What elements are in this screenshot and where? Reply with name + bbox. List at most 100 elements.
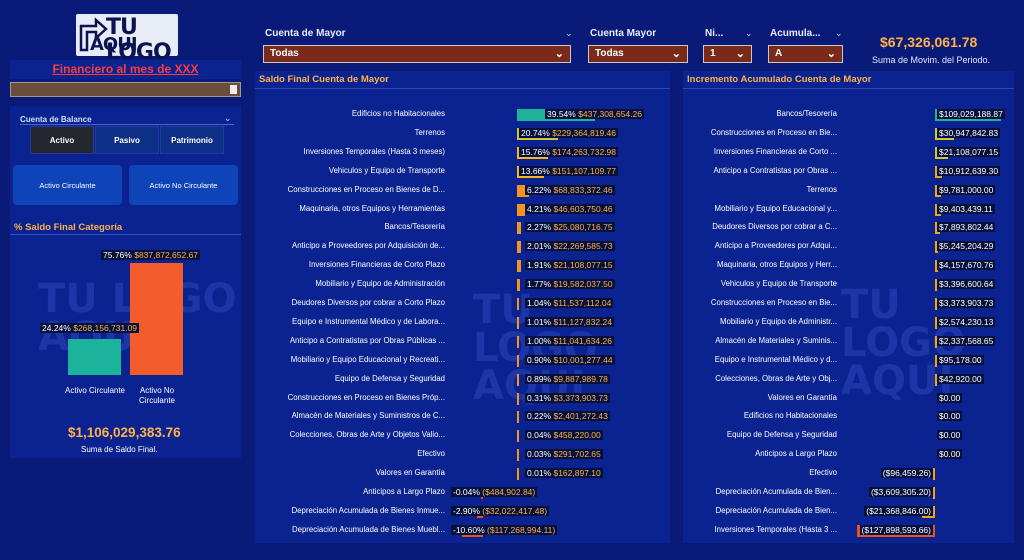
row-name: Anticipo a Proveedores por Adquisición d…: [292, 241, 445, 251]
row-name: Efectivo: [809, 468, 837, 478]
bar-amount: $437,308,654.26: [578, 109, 643, 119]
filter-select-value: Todas: [270, 48, 299, 59]
bar-amount: ($32,022,417.48): [482, 505, 548, 516]
tab-patrimonio[interactable]: Patrimonio: [160, 126, 224, 154]
bar-label: 0.22% $2,401,272.43: [525, 411, 610, 422]
filter-select-cuenta-de-mayor[interactable]: Todas ⌄: [263, 45, 571, 63]
bar-incremento: [935, 354, 937, 367]
bar-label: 20.74% $229,364,819.46: [519, 127, 619, 138]
bar-percent: 39.54%: [547, 109, 579, 119]
bar-label: 1.01% $11,127,832.24: [525, 316, 614, 327]
bar-saldo-final: [517, 260, 521, 273]
row-name: Colecciones, Obras de Arte y Objetos Val…: [289, 430, 445, 440]
bar-percent: 0.04%: [527, 430, 554, 441]
bar-label: -2.90% ($32,022,417.48): [451, 505, 550, 516]
bar-incremento: [935, 241, 939, 254]
row-name: Colecciones, Obras de Arte y Obj...: [715, 373, 837, 383]
divider: [20, 124, 234, 125]
bar-amount: $0.00: [937, 411, 963, 422]
bar-amount: $30,947,842.83: [937, 127, 1001, 138]
kpi-movimiento-label: Suma de Movim. del Periodo.: [872, 55, 991, 65]
chevron-down-icon: ⌄: [224, 113, 232, 123]
bar-saldo-final: [517, 468, 519, 481]
slider-handle[interactable]: [230, 85, 237, 94]
panel-title: Incremento Acumulado Cuenta de Mayor: [687, 74, 872, 85]
chevron-down-icon: ⌄: [745, 28, 753, 38]
bar-amount: $11,041,634.26: [553, 335, 612, 346]
bar-amount: $458,220.00: [553, 430, 601, 441]
bar-amount: $25,080,716.75: [553, 222, 613, 233]
bar-incremento: [935, 298, 938, 310]
bar-percent: 0.89%: [527, 373, 554, 384]
bar-amount: $10,001,277.44: [553, 354, 613, 365]
bar-amount: $151,107,109.77: [552, 165, 617, 176]
bar-amount: $2,337,568.65: [937, 335, 996, 346]
bar-percent: -2.90%: [453, 505, 483, 516]
bar-percent: 1.01%: [527, 316, 554, 327]
filter-select-acumulado[interactable]: A ⌄: [768, 45, 843, 63]
bar-percent: 13.66%: [521, 165, 553, 176]
bar-saldo-final: [517, 279, 521, 292]
bar-percent: 2.01%: [527, 241, 554, 252]
row-name: Bancos/Tesorería: [776, 109, 837, 118]
total-saldo-final-label: Suma de Saldo Final.: [81, 445, 158, 454]
activo-no-circulante-button[interactable]: Activo No Circulante: [129, 165, 238, 205]
bar-label: 6.22% $68,833,372.46: [525, 184, 615, 195]
divider: [10, 234, 241, 235]
bar-label: 0.04% $458,220.00: [525, 430, 603, 441]
row-name: Construcciones en Proceso en Bie...: [710, 127, 837, 137]
row-name: Deudores Diversos por cobrar a C...: [712, 222, 837, 232]
chevron-down-icon: ⌄: [565, 28, 573, 38]
bar-percent: 6.22%: [527, 184, 554, 195]
chevron-down-icon: ⌄: [671, 48, 681, 60]
tab-pasivo[interactable]: Pasivo: [95, 126, 159, 154]
bar-amount: $46,603,750.46: [553, 203, 613, 214]
row-name: Maquinaria, otros Equipos y Herr...: [716, 260, 837, 270]
total-saldo-final: $1,106,029,383.76: [68, 425, 181, 440]
bar-percent: 4.21%: [527, 203, 554, 214]
bar-label: 2.27% $25,080,716.75: [525, 222, 615, 233]
bar-amount: $11,127,832.24: [553, 316, 612, 327]
bar-saldo-final: [517, 335, 519, 348]
date-slider[interactable]: [10, 82, 241, 97]
bar-percent: 0.03%: [527, 449, 554, 460]
bar-amount: ($117,268,994.11): [487, 524, 556, 535]
row-name: Maquinaria, otros Equipos y Herramientas: [299, 203, 445, 213]
bar-percent: 1.04%: [527, 298, 554, 308]
bar-amount: $3,373,903.73: [553, 392, 608, 403]
bar-percent: 15.76%: [521, 146, 553, 157]
row-name: Anticipo a Contratistas por Obras Públic…: [289, 335, 445, 345]
filter-select-nivel[interactable]: 1 ⌄: [703, 45, 752, 63]
bar-percent: -0.04%: [453, 487, 483, 497]
row-name: Anticipos a Largo Plazo: [363, 487, 445, 496]
bar-amount: $22,269,585.73: [553, 241, 613, 252]
bar-amount: $7,893,802.44: [937, 222, 996, 233]
bar-saldo-final: [517, 222, 522, 235]
bar-amount: $291,702.65: [553, 449, 601, 460]
row-name: Almacén de Materiales y Suministros de C…: [291, 411, 445, 421]
bar-activo-circulante: [68, 339, 121, 375]
bar-label: 0.89% $9,887,989.78: [525, 373, 610, 384]
logo-text-1: TU LOGO: [106, 15, 172, 65]
bar-incremento: [935, 279, 938, 292]
bar-amount: $0.00: [937, 392, 963, 403]
saldo-final-panel: Saldo Final Cuenta de Mayor TU LOGO AQUI …: [255, 71, 670, 543]
category-label-activo-no-circulante: Activo No Circulante: [138, 386, 175, 405]
bar-saldo-final: [517, 449, 519, 462]
filter-select-cuenta-mayor[interactable]: Todas ⌄: [588, 45, 688, 63]
row-name: Anticipos a Largo Plazo: [755, 449, 837, 459]
bar-amount: $3,373,903.73: [937, 298, 996, 308]
bar-incremento: [932, 487, 935, 499]
filter-label-acumulado: Acumula...: [770, 28, 821, 39]
bar-percent: 2.27%: [527, 222, 554, 233]
report-title: Financiero al mes de XXX: [10, 60, 241, 79]
activo-circulante-button[interactable]: Activo Circulante: [13, 165, 122, 205]
bar-percent: 1.00%: [527, 335, 554, 346]
bar-saldo-final: [517, 354, 519, 367]
tab-activo[interactable]: Activo: [30, 126, 94, 154]
chevron-down-icon: ⌄: [826, 48, 836, 60]
row-name: Construcciones en Proceso en Bienes de D…: [287, 184, 445, 194]
bar-amount: $4,157,670.76: [937, 260, 996, 271]
bar-label: 1.91% $21,108,077.15: [525, 260, 615, 271]
bar-amount: ($127,898,593.66): [859, 524, 933, 535]
